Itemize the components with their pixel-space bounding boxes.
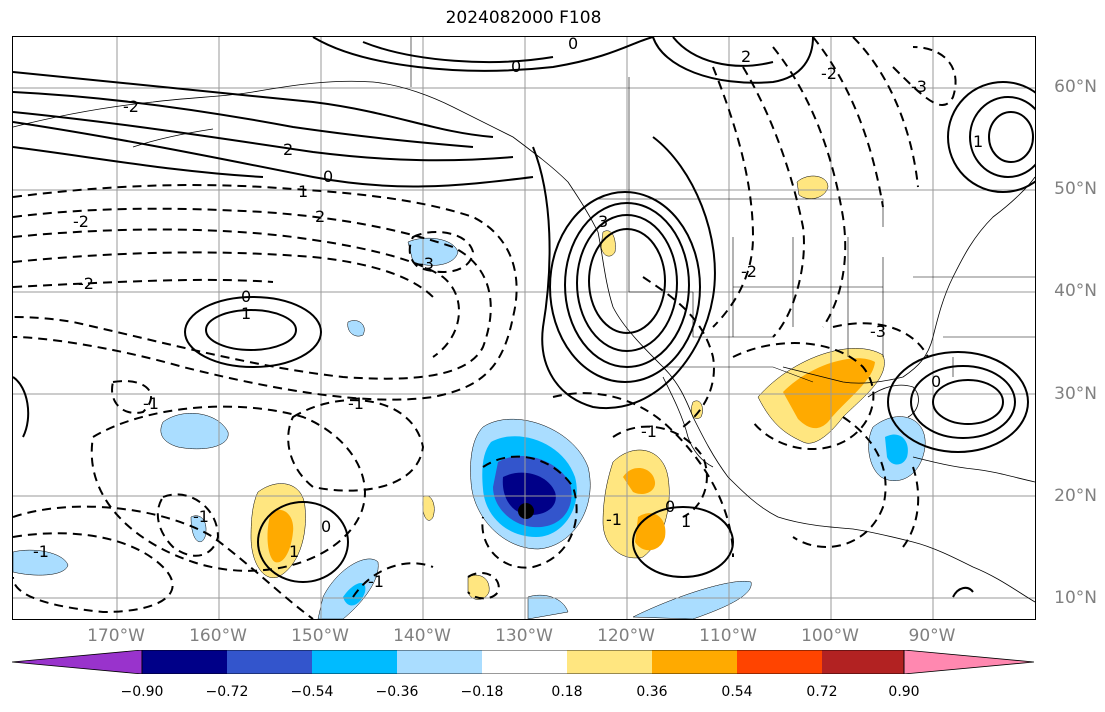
lon-label-120w: 120°W (597, 626, 655, 646)
contour-label: 0 (568, 37, 578, 53)
contour-label: 2 (283, 140, 293, 159)
contour-label: 1 (289, 542, 299, 561)
shaded-anomalies (13, 175, 926, 619)
colorbar-segment (397, 650, 482, 674)
colorbar-segment (737, 650, 822, 674)
contour-label: -2 (123, 97, 139, 116)
lon-label-140w: 140°W (393, 626, 451, 646)
map-svg: -2 -2 -2 -1 -1 -1 0 0 0 0 1 1 1 2 2 2 3 … (13, 37, 1035, 619)
contour-label: -1 (368, 572, 384, 591)
colorbar-tick-label: 0.54 (721, 684, 753, 700)
contour-label: 1 (241, 304, 251, 323)
contour-label: -2 (821, 64, 837, 83)
map-panel[interactable]: -2 -2 -2 -1 -1 -1 0 0 0 0 1 1 1 2 2 2 3 … (12, 36, 1036, 620)
contour-label: -1 (348, 394, 364, 413)
contour-label: 0 (321, 517, 331, 536)
colorbar-segment (822, 650, 904, 674)
contour-label-layer: -2 -2 -2 -1 -1 -1 0 0 0 0 1 1 1 2 2 2 3 … (33, 37, 983, 591)
dashed-contours (13, 37, 957, 619)
colorbar (12, 650, 1034, 674)
contour-label: 0 (511, 57, 521, 76)
contour-label: -1 (143, 394, 159, 413)
colorbar-segment (482, 650, 567, 674)
colorbar-tick-label: −0.90 (120, 684, 164, 700)
contour-label: 1 (298, 182, 308, 201)
contour-label: -3 (911, 77, 927, 96)
colorbar-segment (312, 650, 397, 674)
colorbar-tick-label: −0.54 (290, 684, 334, 700)
lat-label-50n: 50°N (1054, 179, 1097, 199)
contour-label: 1 (973, 132, 983, 151)
colorbar-segment (567, 650, 652, 674)
contour-label: 3 (598, 212, 608, 231)
colorbar-segment (142, 650, 227, 674)
solid-contours (13, 37, 1035, 598)
contour-label: 2 (741, 47, 751, 66)
contour-label: 0 (241, 287, 251, 306)
contour-label: -1 (33, 542, 49, 561)
colorbar-tick-label: −0.18 (460, 684, 504, 700)
lat-label-60n: 60°N (1054, 77, 1097, 97)
colorbar-extend-max (903, 650, 1034, 674)
contour-label: -2 (73, 212, 89, 231)
contour-label: 0 (665, 497, 675, 516)
contour-label: -1 (641, 422, 657, 441)
contour-label: -2 (741, 262, 757, 281)
contour-label: 2 (315, 207, 325, 226)
contour-label: 1 (681, 512, 691, 531)
lat-label-20n: 20°N (1054, 486, 1097, 506)
contour-label: -2 (78, 274, 94, 293)
colorbar-tick-label: −0.72 (205, 684, 249, 700)
lon-label-110w: 110°W (699, 626, 757, 646)
contour-label: -3 (870, 322, 886, 341)
colorbar-segment (652, 650, 737, 674)
colorbar-tick-label: 0.90 (888, 684, 920, 700)
lat-label-30n: 30°N (1054, 384, 1097, 404)
lon-label-170w: 170°W (87, 626, 145, 646)
contour-label: 0 (931, 372, 941, 391)
contour-label: -1 (606, 510, 622, 529)
political-borders (410, 37, 1035, 383)
colorbar-tick-label: −0.36 (375, 684, 419, 700)
colorbar-segment (227, 650, 312, 674)
contour-label: -3 (418, 254, 434, 273)
contour-label: -1 (193, 507, 209, 526)
lon-label-160w: 160°W (189, 626, 247, 646)
colorbar-extend-min (12, 650, 143, 674)
colorbar-tick-label: 0.36 (636, 684, 668, 700)
chart-title: 2024082000 F108 (445, 8, 602, 28)
lon-label-150w: 150°W (291, 626, 349, 646)
lon-label-90w: 90°W (908, 626, 956, 646)
contour-label: 0 (323, 167, 333, 186)
lat-label-10n: 10°N (1054, 588, 1097, 608)
lat-label-40n: 40°N (1054, 281, 1097, 301)
coastlines (13, 80, 1035, 603)
colorbar-tick-label: 0.18 (551, 684, 583, 700)
colorbar-tick-label: 0.72 (806, 684, 838, 700)
lon-label-100w: 100°W (801, 626, 859, 646)
lon-label-130w: 130°W (495, 626, 553, 646)
